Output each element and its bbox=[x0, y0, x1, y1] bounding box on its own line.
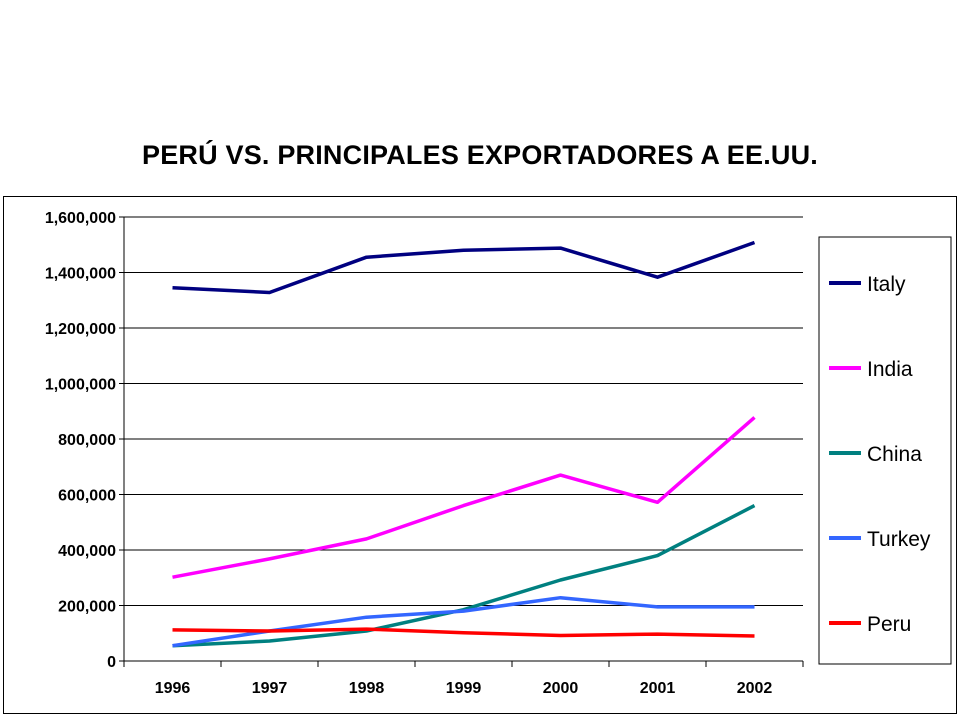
y-tick-label: 1,600,000 bbox=[45, 210, 116, 227]
x-tick-label: 1998 bbox=[349, 680, 385, 697]
series-line-china bbox=[172, 504, 756, 648]
axes: 0 200,000 400,000 600,000 800,000 1,000,000 1,… bbox=[45, 210, 804, 697]
x-tick-label: 2000 bbox=[543, 680, 579, 697]
x-tick-label: 2001 bbox=[640, 680, 676, 697]
legend-label-turkey: Turkey bbox=[867, 528, 931, 551]
y-tick-label: 400,000 bbox=[58, 543, 116, 560]
x-tick-label: 1997 bbox=[252, 680, 288, 697]
y-tick-label: 1,000,000 bbox=[45, 377, 116, 394]
legend-label-india: India bbox=[867, 358, 913, 381]
x-tick-label: 2002 bbox=[737, 680, 773, 697]
legend: Italy India China Turkey Peru bbox=[818, 236, 952, 665]
series-lines bbox=[172, 240, 756, 648]
series-line-italy bbox=[172, 240, 756, 295]
gridlines bbox=[124, 216, 803, 606]
line-chart: 0 200,000 400,000 600,000 800,000 1,000,000 1,… bbox=[45, 210, 952, 697]
y-tick-label: 1,400,000 bbox=[45, 266, 116, 283]
x-tick-label: 1999 bbox=[446, 680, 482, 697]
series-line-india bbox=[172, 416, 756, 579]
y-tick-label: 1,200,000 bbox=[45, 321, 116, 338]
y-tick-label: 0 bbox=[107, 654, 116, 671]
series-line-peru bbox=[172, 627, 755, 638]
legend-box bbox=[818, 236, 952, 665]
y-tick-label: 600,000 bbox=[58, 488, 116, 505]
y-tick-label: 200,000 bbox=[58, 599, 116, 616]
chart-area: 0 200,000 400,000 600,000 800,000 1,000,000 1,… bbox=[3, 196, 957, 714]
chart-title: PERÚ VS. PRINCIPALES EXPORTADORES A EE.U… bbox=[141, 140, 818, 170]
legend-label-italy: Italy bbox=[867, 273, 906, 296]
y-tick-label: 800,000 bbox=[58, 432, 116, 449]
series-line-turkey bbox=[172, 595, 755, 648]
x-tick-label: 1996 bbox=[155, 680, 191, 697]
legend-label-china: China bbox=[867, 443, 922, 466]
legend-label-peru: Peru bbox=[867, 613, 911, 636]
